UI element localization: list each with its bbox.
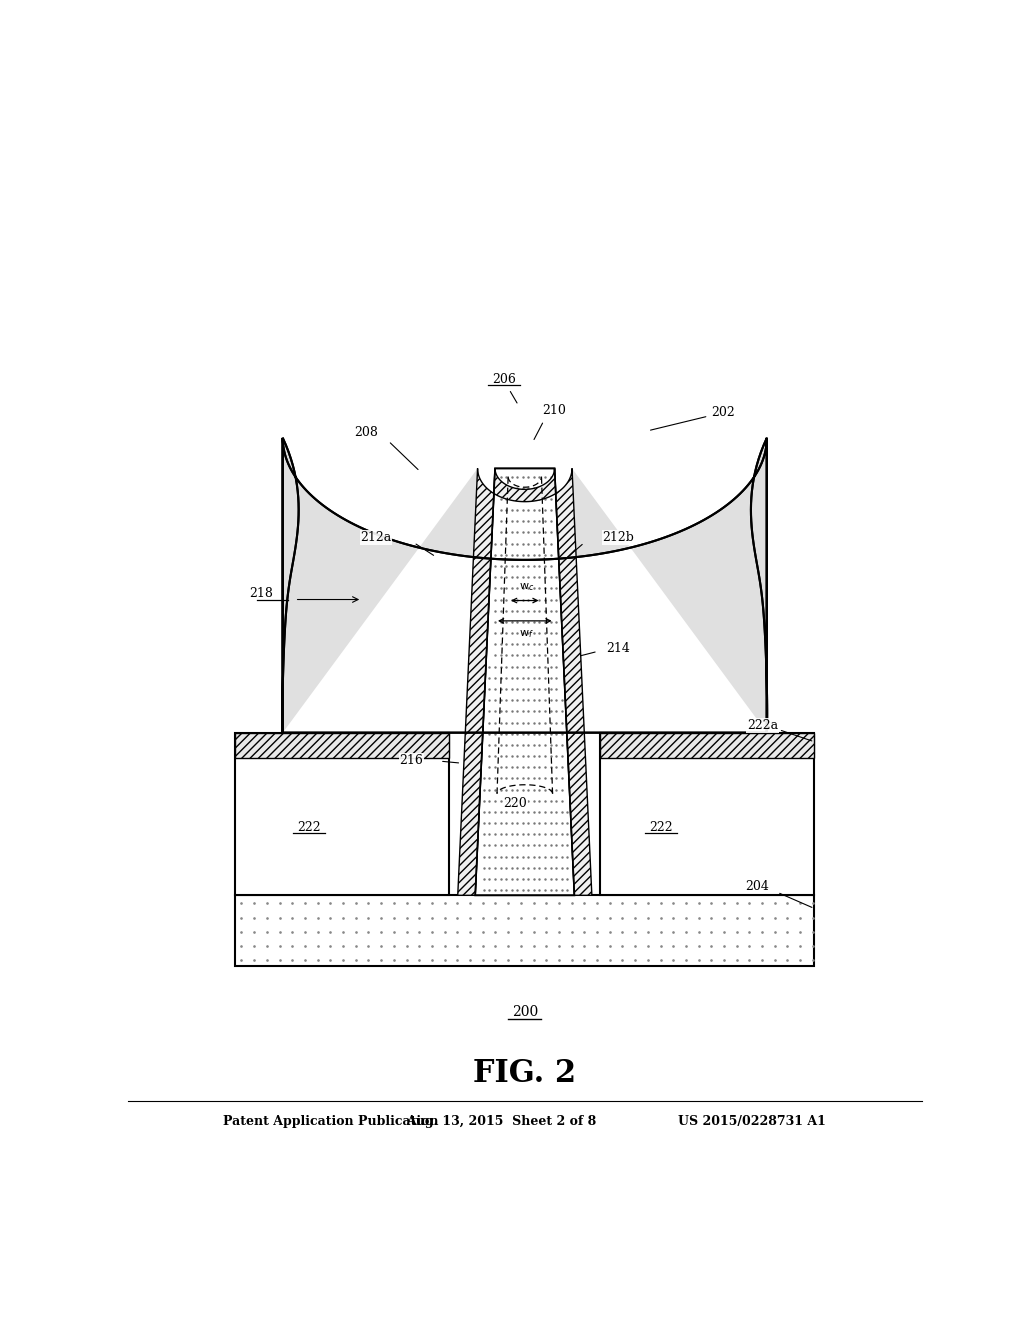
Text: FIG. 2: FIG. 2 bbox=[473, 1057, 577, 1089]
Bar bbox=[236, 895, 814, 966]
Text: 222a: 222a bbox=[748, 719, 778, 733]
Text: 200: 200 bbox=[512, 1005, 538, 1019]
Text: w$_c$: w$_c$ bbox=[519, 581, 535, 593]
Bar bbox=[600, 733, 814, 895]
Text: 222: 222 bbox=[649, 821, 673, 834]
Text: 208: 208 bbox=[354, 426, 378, 440]
Polygon shape bbox=[475, 469, 574, 895]
Bar bbox=[236, 733, 450, 895]
Text: Patent Application Publication: Patent Application Publication bbox=[223, 1115, 438, 1129]
Text: 222: 222 bbox=[297, 821, 321, 834]
Text: 216: 216 bbox=[399, 754, 423, 767]
Text: 210: 210 bbox=[543, 404, 566, 417]
Text: 218: 218 bbox=[250, 587, 273, 599]
Text: 202: 202 bbox=[650, 407, 735, 430]
Bar bbox=[600, 733, 814, 758]
Polygon shape bbox=[283, 438, 767, 895]
Polygon shape bbox=[458, 469, 592, 895]
Text: 212a: 212a bbox=[360, 531, 391, 544]
Text: 204: 204 bbox=[745, 879, 769, 892]
Text: US 2015/0228731 A1: US 2015/0228731 A1 bbox=[679, 1115, 826, 1129]
Bar bbox=[236, 733, 450, 758]
Text: 220: 220 bbox=[504, 797, 527, 810]
Text: w$_f$: w$_f$ bbox=[519, 628, 534, 640]
Text: Aug. 13, 2015  Sheet 2 of 8: Aug. 13, 2015 Sheet 2 of 8 bbox=[406, 1115, 596, 1129]
Text: 206: 206 bbox=[493, 374, 516, 387]
Text: 214: 214 bbox=[606, 642, 630, 655]
Text: 212b: 212b bbox=[602, 531, 635, 544]
